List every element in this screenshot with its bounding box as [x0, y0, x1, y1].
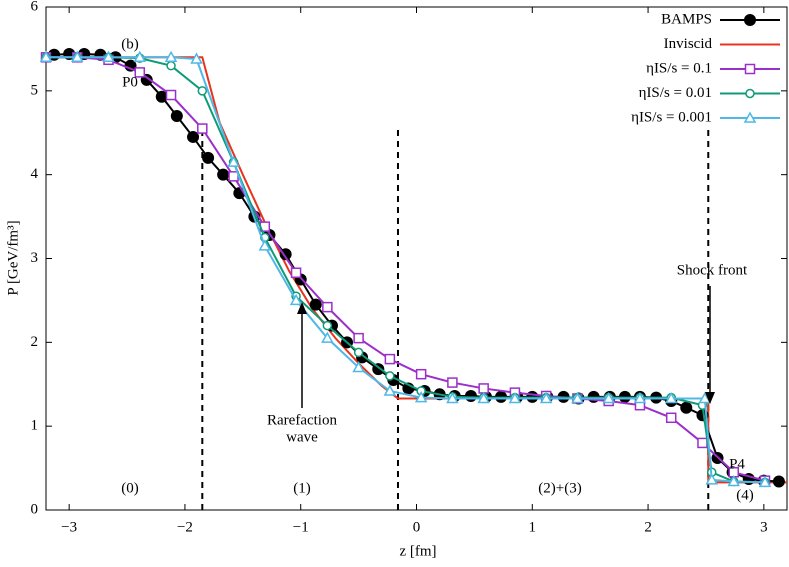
- legend-label: ηIS/s = 0.01: [639, 85, 712, 101]
- data-point: [102, 50, 115, 63]
- data-point: [352, 360, 365, 373]
- data-point: [478, 383, 489, 394]
- data-point: [155, 90, 168, 103]
- data-point: [447, 377, 458, 388]
- data-point: [415, 368, 427, 380]
- data-point: [289, 293, 303, 306]
- data-point: [539, 391, 553, 404]
- y-tick-label: 2: [31, 334, 39, 350]
- data-point: [321, 331, 334, 343]
- annotation: (2)+(3): [538, 480, 581, 496]
- data-point: [697, 437, 708, 449]
- y-tick-label: 5: [31, 82, 39, 98]
- x-tick-label: −1: [293, 519, 309, 535]
- x-tick-label: 3: [760, 519, 768, 535]
- data-point: [353, 332, 364, 344]
- data-point: [187, 130, 200, 143]
- data-point: [353, 347, 364, 358]
- data-point: [124, 59, 137, 72]
- data-point: [664, 391, 678, 404]
- data-point: [698, 391, 712, 404]
- data-point: [743, 111, 757, 123]
- annotation: P0: [122, 74, 138, 90]
- data-point: [290, 267, 302, 279]
- data-point: [508, 391, 522, 404]
- data-point: [202, 151, 215, 164]
- annotation: wave: [286, 429, 318, 445]
- data-point: [170, 109, 183, 122]
- data-point: [758, 475, 772, 488]
- data-point: [602, 391, 615, 404]
- data-point: [309, 298, 322, 311]
- data-point: [70, 50, 84, 63]
- y-tick-label: 0: [31, 501, 39, 517]
- x-tick-label: 0: [413, 519, 421, 535]
- x-axis-label: z [fm]: [399, 543, 436, 559]
- arrowhead: [705, 392, 715, 404]
- data-point: [464, 389, 477, 402]
- y-axis-label: P [GeV/fm³]: [5, 220, 21, 295]
- data-point: [258, 239, 272, 251]
- data-point: [744, 63, 756, 75]
- y-tick-label: 3: [31, 250, 39, 266]
- annotation: (b): [121, 36, 139, 52]
- y-tick-label: 4: [31, 166, 39, 182]
- x-tick-label: −3: [61, 519, 77, 535]
- x-tick-label: 2: [644, 519, 652, 535]
- y-tick-label: 1: [31, 418, 39, 434]
- legend-label: ηIS/s = 0.001: [631, 109, 712, 125]
- data-point: [322, 301, 333, 313]
- legend-label: BAMPS: [661, 11, 712, 27]
- data-point: [217, 168, 230, 181]
- data-point: [744, 14, 756, 26]
- annotation: (0): [121, 480, 139, 496]
- annotation: (4): [736, 487, 754, 503]
- x-tick-label: −2: [177, 519, 193, 535]
- data-point: [133, 50, 147, 63]
- data-point: [164, 50, 178, 63]
- annotation: P4: [729, 456, 745, 472]
- y-tick-label: 6: [31, 0, 39, 14]
- arrowhead: [297, 302, 307, 314]
- data-point: [190, 52, 203, 64]
- data-point: [772, 475, 785, 488]
- legend-label: ηIS/s = 0.1: [646, 60, 712, 76]
- x-tick-label: 1: [529, 519, 537, 535]
- data-point: [166, 60, 176, 71]
- data-point: [705, 473, 719, 485]
- plot-frame: [45, 6, 788, 511]
- data-point: [680, 401, 693, 414]
- annotation: Rarefaction: [267, 412, 337, 428]
- annotation: (1): [293, 480, 311, 496]
- data-point: [745, 88, 755, 99]
- data-point: [665, 412, 677, 424]
- annotation: Shock front: [677, 262, 748, 278]
- data-point: [383, 384, 397, 396]
- data-point: [633, 391, 647, 404]
- data-point: [197, 123, 208, 134]
- legend-label: Inviscid: [664, 36, 713, 52]
- data-point: [134, 67, 146, 78]
- data-point: [727, 474, 741, 487]
- data-point: [165, 89, 177, 101]
- data-point: [227, 155, 240, 167]
- data-point: [322, 320, 333, 331]
- data-point: [385, 371, 395, 381]
- data-point: [414, 391, 428, 403]
- data-point: [477, 391, 490, 404]
- data-point: [571, 391, 584, 404]
- data-point: [39, 50, 53, 63]
- data-point: [446, 391, 459, 404]
- data-point: [384, 353, 396, 365]
- data-point: [197, 86, 208, 96]
